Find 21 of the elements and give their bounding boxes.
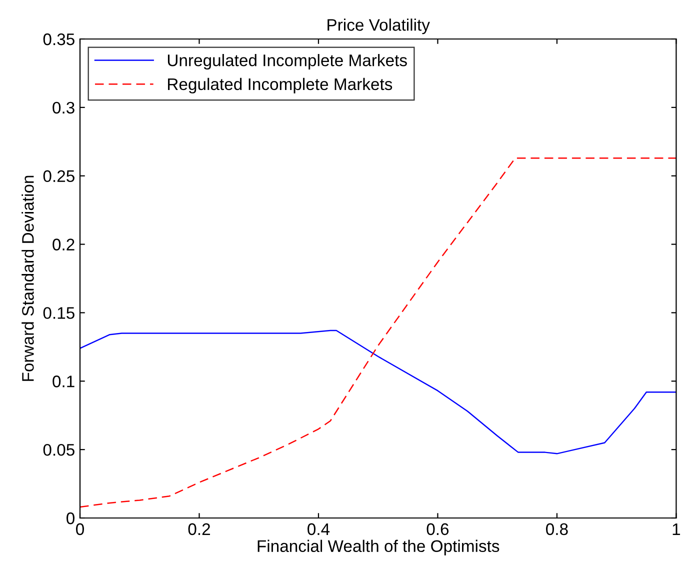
- y-tick-label: 0.3: [52, 102, 74, 114]
- y-tick-label: 0.25: [43, 170, 74, 182]
- x-tick-label: 0.2: [188, 523, 210, 536]
- y-tick-label: 0.2: [52, 238, 74, 250]
- line-series: [80, 330, 676, 454]
- chart-title: Price Volatility: [328, 18, 430, 34]
- y-tick-label: 0.1: [52, 376, 74, 388]
- x-tick-label: 1: [672, 523, 680, 535]
- y-tick-label: 0.15: [43, 307, 74, 319]
- legend-label: Regulated Incomplete Markets: [168, 78, 392, 94]
- x-tick-label: 0.6: [426, 523, 449, 536]
- y-axis-title: Forward Standard Deviation: [22, 176, 34, 381]
- x-tick-label: 0.8: [546, 523, 568, 536]
- x-axis-title: Financial Wealth of the Optimists: [258, 540, 500, 556]
- legend-label: Unregulated Incomplete Markets: [168, 54, 407, 70]
- y-tick-label: 0: [66, 512, 74, 524]
- line-series: [80, 157, 676, 508]
- x-tick-label: 0.4: [308, 523, 330, 536]
- x-tick-label: 0: [76, 523, 84, 536]
- y-tick-label: 0.05: [43, 444, 74, 456]
- y-tick-label: 0.35: [43, 33, 74, 46]
